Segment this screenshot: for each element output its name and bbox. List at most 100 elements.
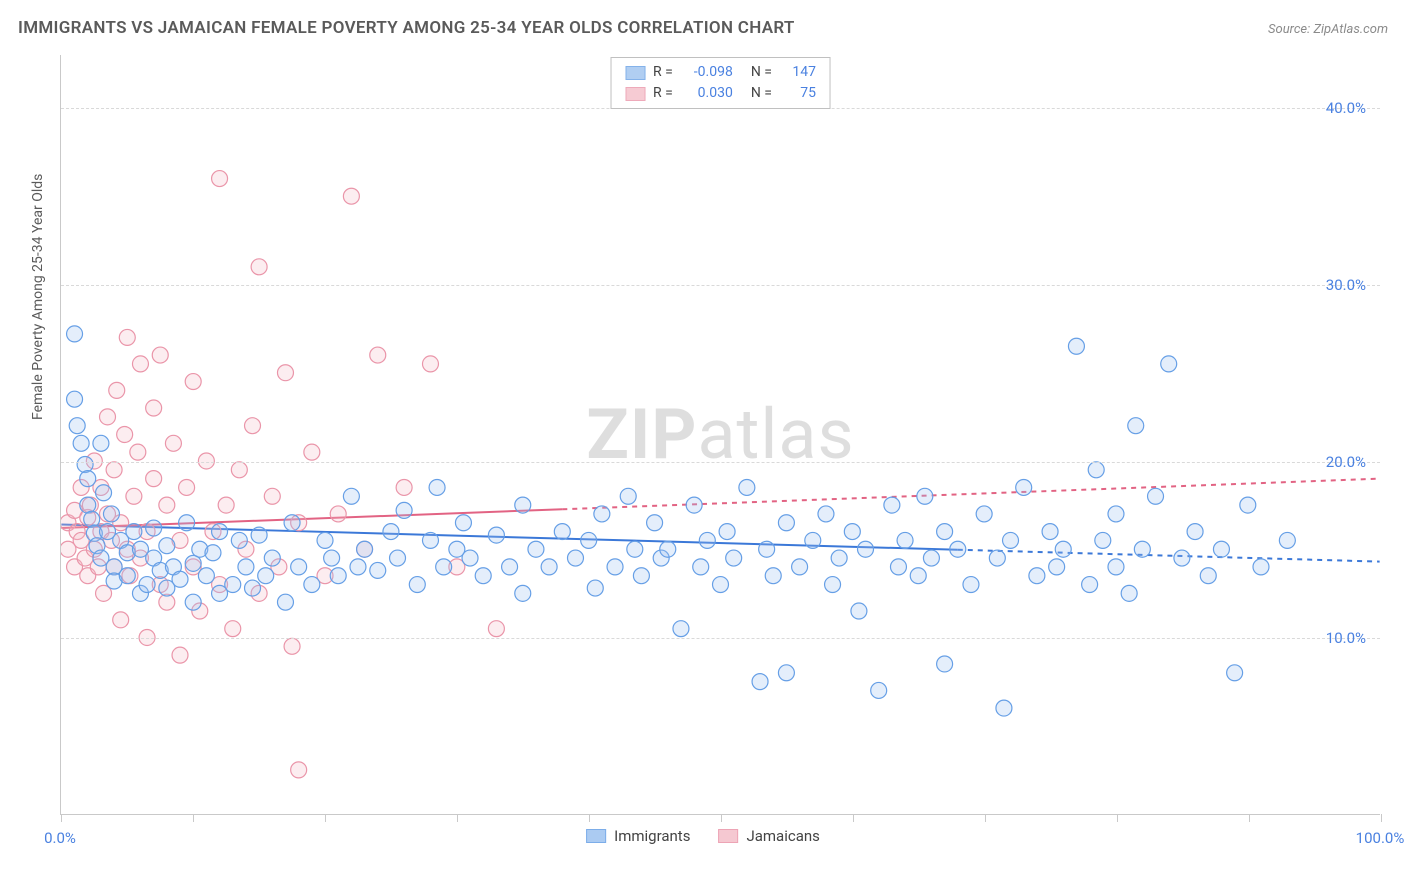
scatter-point <box>1148 488 1164 504</box>
scatter-point <box>653 550 669 566</box>
scatter-point <box>117 427 133 443</box>
scatter-point <box>185 594 201 610</box>
scatter-point <box>198 568 214 584</box>
scatter-point <box>130 444 146 460</box>
trend-line-dashed <box>562 479 1379 510</box>
scatter-point <box>304 577 320 593</box>
legend-n-value: 75 <box>780 83 816 104</box>
scatter-point <box>291 762 307 778</box>
scatter-point <box>69 524 85 540</box>
scatter-point <box>73 479 89 495</box>
scatter-point <box>844 524 860 540</box>
chart-header: IMMIGRANTS VS JAMAICAN FEMALE POVERTY AM… <box>18 18 1388 38</box>
scatter-point <box>778 515 794 531</box>
scatter-point <box>502 559 518 575</box>
scatter-point <box>475 568 491 584</box>
scatter-point <box>594 506 610 522</box>
scatter-point <box>93 479 109 495</box>
scatter-point <box>152 562 168 578</box>
scatter-point <box>172 532 188 548</box>
x-tick <box>61 814 62 822</box>
y-tick-label: 30.0% <box>1326 276 1366 294</box>
scatter-point <box>858 541 874 557</box>
scatter-point <box>917 488 933 504</box>
scatter-point <box>1174 550 1190 566</box>
scatter-point <box>818 506 834 522</box>
scatter-point <box>67 559 83 575</box>
scatter-point <box>80 568 96 584</box>
scatter-point <box>100 409 116 425</box>
scatter-point <box>106 462 122 478</box>
gridline-h <box>61 285 1380 286</box>
y-tick-label: 20.0% <box>1326 453 1366 471</box>
scatter-point <box>159 538 175 554</box>
scatter-point <box>159 580 175 596</box>
scatter-point <box>122 568 138 584</box>
gridline-h <box>61 462 1380 463</box>
scatter-point <box>106 559 122 575</box>
scatter-point <box>179 479 195 495</box>
scatter-point <box>277 594 293 610</box>
scatter-point <box>1128 418 1144 434</box>
legend-r-label: R = <box>653 83 673 104</box>
scatter-point <box>963 577 979 593</box>
scatter-point <box>84 511 100 527</box>
scatter-point <box>693 559 709 575</box>
scatter-point <box>1108 559 1124 575</box>
scatter-point <box>699 532 715 548</box>
scatter-point <box>976 506 992 522</box>
scatter-point <box>673 621 689 637</box>
scatter-point <box>251 259 267 275</box>
legend-swatch <box>586 829 606 843</box>
scatter-point <box>317 568 333 584</box>
scatter-point <box>86 525 102 541</box>
scatter-point <box>1003 532 1019 548</box>
scatter-point <box>106 573 122 589</box>
scatter-point <box>225 621 241 637</box>
scatter-point <box>330 506 346 522</box>
scatter-point <box>192 603 208 619</box>
scatter-point <box>245 418 261 434</box>
scatter-point <box>515 585 531 601</box>
scatter-point <box>343 488 359 504</box>
scatter-point <box>884 497 900 513</box>
x-tick <box>853 814 854 822</box>
scatter-point <box>172 647 188 663</box>
scatter-point <box>69 418 85 434</box>
scatter-point <box>132 541 148 557</box>
scatter-point <box>390 550 406 566</box>
legend-n-value: 147 <box>780 62 816 83</box>
legend-swatch <box>625 66 645 80</box>
scatter-point <box>192 541 208 557</box>
source-prefix: Source: <box>1268 22 1313 37</box>
scatter-point <box>93 435 109 451</box>
scatter-point <box>119 568 135 584</box>
legend-n-label: N = <box>751 62 772 83</box>
x-tick <box>721 814 722 822</box>
scatter-point <box>1279 532 1295 548</box>
scatter-point <box>271 559 287 575</box>
scatter-point <box>113 515 129 531</box>
legend-stat-row: R =0.030N =75 <box>625 83 816 104</box>
scatter-point <box>765 568 781 584</box>
scatter-point <box>291 559 307 575</box>
scatter-point <box>429 479 445 495</box>
scatter-point <box>152 347 168 363</box>
scatter-point <box>96 585 112 601</box>
scatter-point <box>80 471 96 487</box>
scatter-point <box>350 559 366 575</box>
scatter-point <box>436 559 452 575</box>
scatter-point <box>61 541 76 557</box>
scatter-point <box>805 532 821 548</box>
legend-series-item: Jamaicans <box>718 827 819 845</box>
legend-r-value: 0.030 <box>681 83 733 104</box>
scatter-point <box>93 550 109 566</box>
scatter-point <box>251 527 267 543</box>
scatter-point <box>132 356 148 372</box>
scatter-point <box>633 568 649 584</box>
scatter-point <box>185 559 201 575</box>
scatter-point <box>488 527 504 543</box>
scatter-point <box>251 585 267 601</box>
scatter-point <box>343 188 359 204</box>
scatter-point <box>165 559 181 575</box>
